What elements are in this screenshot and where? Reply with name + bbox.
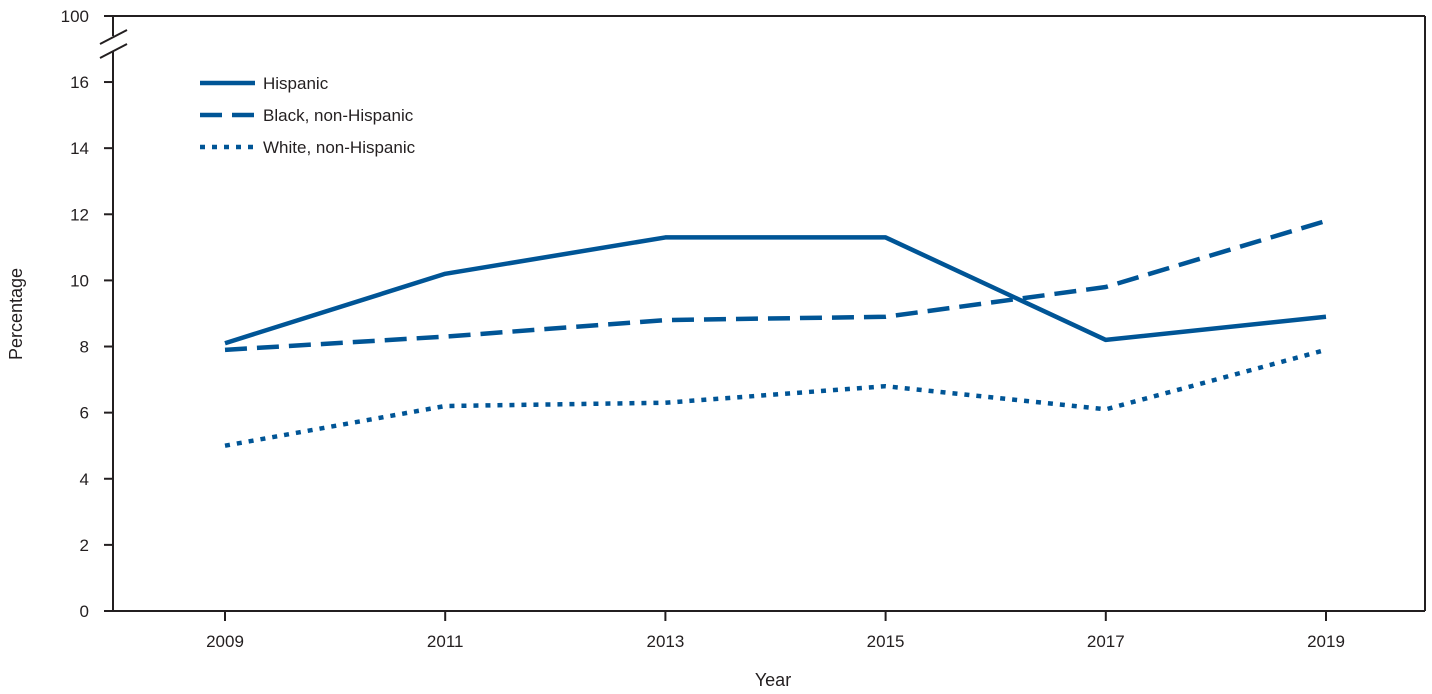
legend: Hispanic Black, non-Hispanic White, non-Hi… bbox=[200, 74, 416, 157]
series-lines bbox=[224, 218, 1327, 448]
y-tick-label: 2 bbox=[80, 536, 89, 555]
y-tick-label: 100 bbox=[61, 7, 89, 26]
y-tick-label: 8 bbox=[80, 338, 89, 357]
x-tick-label: 2013 bbox=[646, 632, 684, 651]
y-tick-label: 12 bbox=[70, 205, 89, 224]
plot-frame bbox=[99, 15, 1426, 612]
x-tick-label: 2019 bbox=[1307, 632, 1345, 651]
series-line-hispanic bbox=[224, 235, 1327, 346]
y-tick-label: 6 bbox=[80, 404, 89, 423]
x-tick-label: 2017 bbox=[1087, 632, 1125, 651]
x-axis: 2009 2011 2013 2015 2017 2019 bbox=[206, 611, 1345, 651]
x-tick-label: 2011 bbox=[427, 632, 464, 651]
y-tick-label: 16 bbox=[70, 73, 89, 92]
axis-break-mark bbox=[99, 43, 128, 59]
y-tick-label: 4 bbox=[80, 470, 89, 489]
y-tick-label: 14 bbox=[70, 139, 89, 158]
y-tick-label: 10 bbox=[70, 271, 89, 290]
series-line-black-non-hispanic bbox=[224, 218, 1327, 353]
x-tick-label: 2015 bbox=[867, 632, 905, 651]
legend-label: Black, non-Hispanic bbox=[263, 106, 414, 125]
x-tick-label: 2009 bbox=[206, 632, 244, 651]
y-tick-label: 0 bbox=[80, 602, 89, 621]
series-line-white-non-hispanic bbox=[224, 347, 1327, 448]
x-axis-title: Year bbox=[755, 670, 791, 690]
y-axis: 0 2 4 6 8 10 12 14 16 100 bbox=[61, 7, 113, 621]
y-axis-title: Percentage bbox=[6, 268, 26, 360]
axis-break-mark bbox=[99, 29, 128, 45]
legend-label: Hispanic bbox=[263, 74, 329, 93]
legend-label: White, non-Hispanic bbox=[263, 138, 416, 157]
